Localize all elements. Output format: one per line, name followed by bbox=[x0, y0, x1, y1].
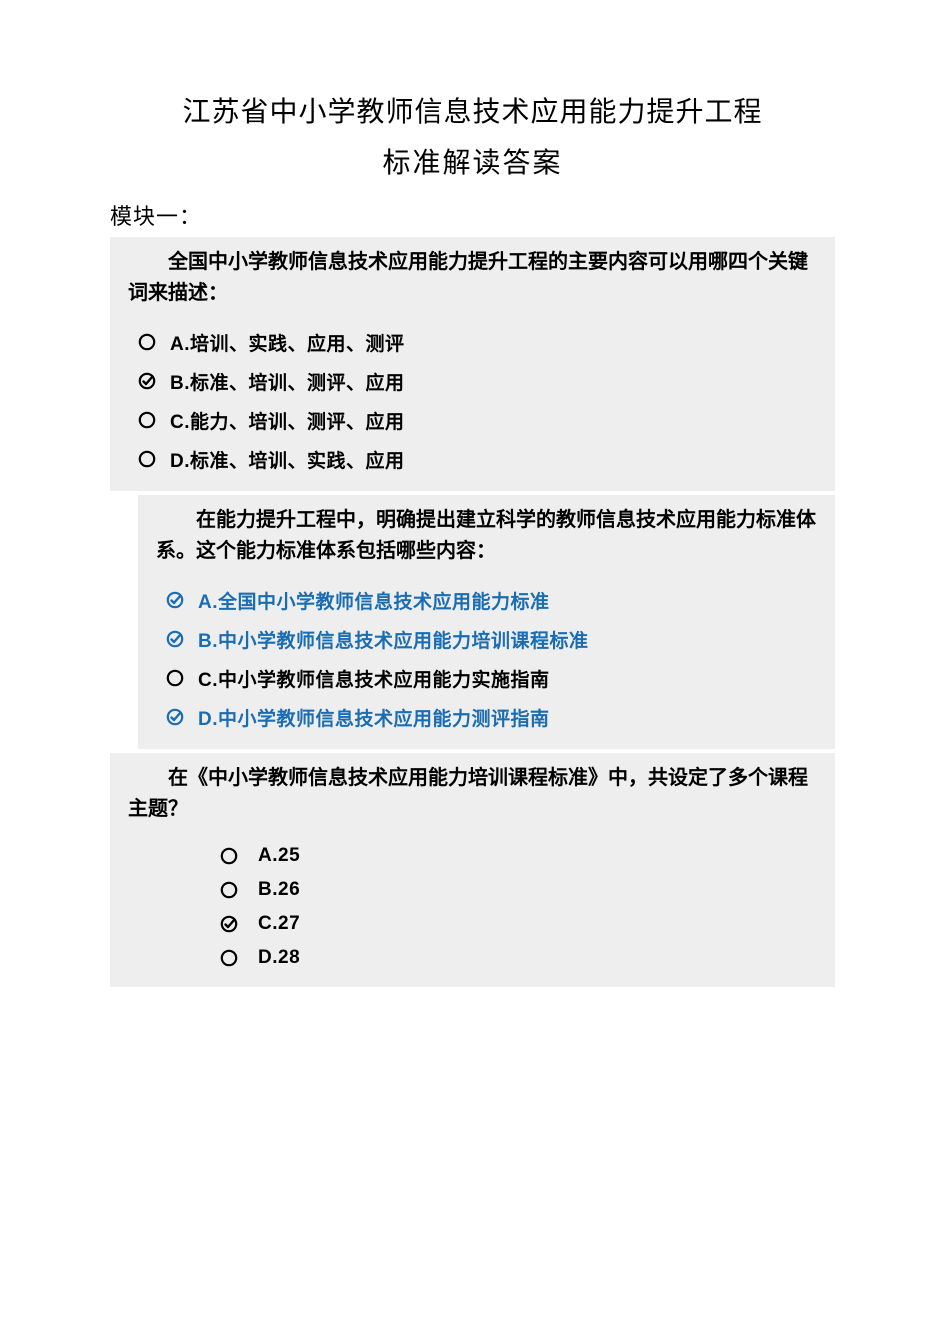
page-title-line1: 江苏省中小学教师信息技术应用能力提升工程 bbox=[110, 90, 835, 135]
radio-checked-icon[interactable] bbox=[166, 708, 184, 726]
document-page: 江苏省中小学教师信息技术应用能力提升工程 标准解读答案 模块一： 全国中小学教师… bbox=[0, 0, 945, 987]
option-row[interactable]: C.27 bbox=[210, 907, 817, 941]
option-label: A.全国中小学教师信息技术应用能力标准 bbox=[198, 587, 550, 614]
options-list: A.培训、实践、应用、测评 B.标准、培训、测评、应用 C.能力、培训、测评、应用 D… bbox=[128, 323, 817, 479]
option-label: B.标准、培训、测评、应用 bbox=[170, 368, 405, 395]
option-label: C.能力、培训、测评、应用 bbox=[170, 407, 405, 434]
option-label: A.培训、实践、应用、测评 bbox=[170, 329, 405, 356]
options-list: A.全国中小学教师信息技术应用能力标准 B.中小学教师信息技术应用能力培训课程标准… bbox=[156, 581, 817, 737]
radio-unchecked-icon[interactable] bbox=[220, 881, 238, 899]
option-label: B.26 bbox=[258, 879, 300, 901]
option-row[interactable]: B.26 bbox=[210, 873, 817, 907]
option-row[interactable]: C.中小学教师信息技术应用能力实施指南 bbox=[156, 659, 817, 698]
radio-checked-icon[interactable] bbox=[166, 591, 184, 609]
radio-checked-icon[interactable] bbox=[220, 915, 238, 933]
option-row[interactable]: B.中小学教师信息技术应用能力培训课程标准 bbox=[156, 620, 817, 659]
option-row[interactable]: B.标准、培训、测评、应用 bbox=[128, 362, 817, 401]
option-label: C.27 bbox=[258, 913, 300, 935]
option-row[interactable]: D.中小学教师信息技术应用能力测评指南 bbox=[156, 698, 817, 737]
radio-unchecked-icon[interactable] bbox=[138, 411, 156, 429]
option-label: A.25 bbox=[258, 845, 300, 867]
options-list: A.25 B.26 C.27 D.28 bbox=[128, 839, 817, 975]
option-row[interactable]: A.培训、实践、应用、测评 bbox=[128, 323, 817, 362]
option-row[interactable]: C.能力、培训、测评、应用 bbox=[128, 401, 817, 440]
radio-unchecked-icon[interactable] bbox=[138, 333, 156, 351]
question-text: 在能力提升工程中，明确提出建立科学的教师信息技术应用能力标准体系。这个能力标准体… bbox=[156, 505, 817, 567]
radio-checked-icon[interactable] bbox=[138, 372, 156, 390]
module-heading: 模块一： bbox=[110, 199, 835, 231]
question-text: 在《中小学教师信息技术应用能力培训课程标准》中，共设定了多个课程主题？ bbox=[128, 763, 817, 825]
question-text: 全国中小学教师信息技术应用能力提升工程的主要内容可以用哪四个关键词来描述： bbox=[128, 247, 817, 309]
option-row[interactable]: A.全国中小学教师信息技术应用能力标准 bbox=[156, 581, 817, 620]
option-row[interactable]: D.标准、培训、实践、应用 bbox=[128, 440, 817, 479]
questions-container: 全国中小学教师信息技术应用能力提升工程的主要内容可以用哪四个关键词来描述： A.培… bbox=[110, 237, 835, 987]
option-label: D.中小学教师信息技术应用能力测评指南 bbox=[198, 704, 550, 731]
option-label: D.28 bbox=[258, 947, 300, 969]
option-row[interactable]: D.28 bbox=[210, 941, 817, 975]
option-label: D.标准、培训、实践、应用 bbox=[170, 446, 405, 473]
option-label: C.中小学教师信息技术应用能力实施指南 bbox=[198, 665, 550, 692]
radio-unchecked-icon[interactable] bbox=[220, 847, 238, 865]
radio-unchecked-icon[interactable] bbox=[166, 669, 184, 687]
page-title-line2: 标准解读答案 bbox=[110, 141, 835, 181]
radio-checked-icon[interactable] bbox=[166, 630, 184, 648]
question-block: 全国中小学教师信息技术应用能力提升工程的主要内容可以用哪四个关键词来描述： A.培… bbox=[110, 237, 835, 491]
radio-unchecked-icon[interactable] bbox=[138, 450, 156, 468]
question-block: 在能力提升工程中，明确提出建立科学的教师信息技术应用能力标准体系。这个能力标准体… bbox=[138, 495, 835, 749]
option-label: B.中小学教师信息技术应用能力培训课程标准 bbox=[198, 626, 589, 653]
question-block: 在《中小学教师信息技术应用能力培训课程标准》中，共设定了多个课程主题？ A.25 B… bbox=[110, 753, 835, 987]
option-row[interactable]: A.25 bbox=[210, 839, 817, 873]
radio-unchecked-icon[interactable] bbox=[220, 949, 238, 967]
